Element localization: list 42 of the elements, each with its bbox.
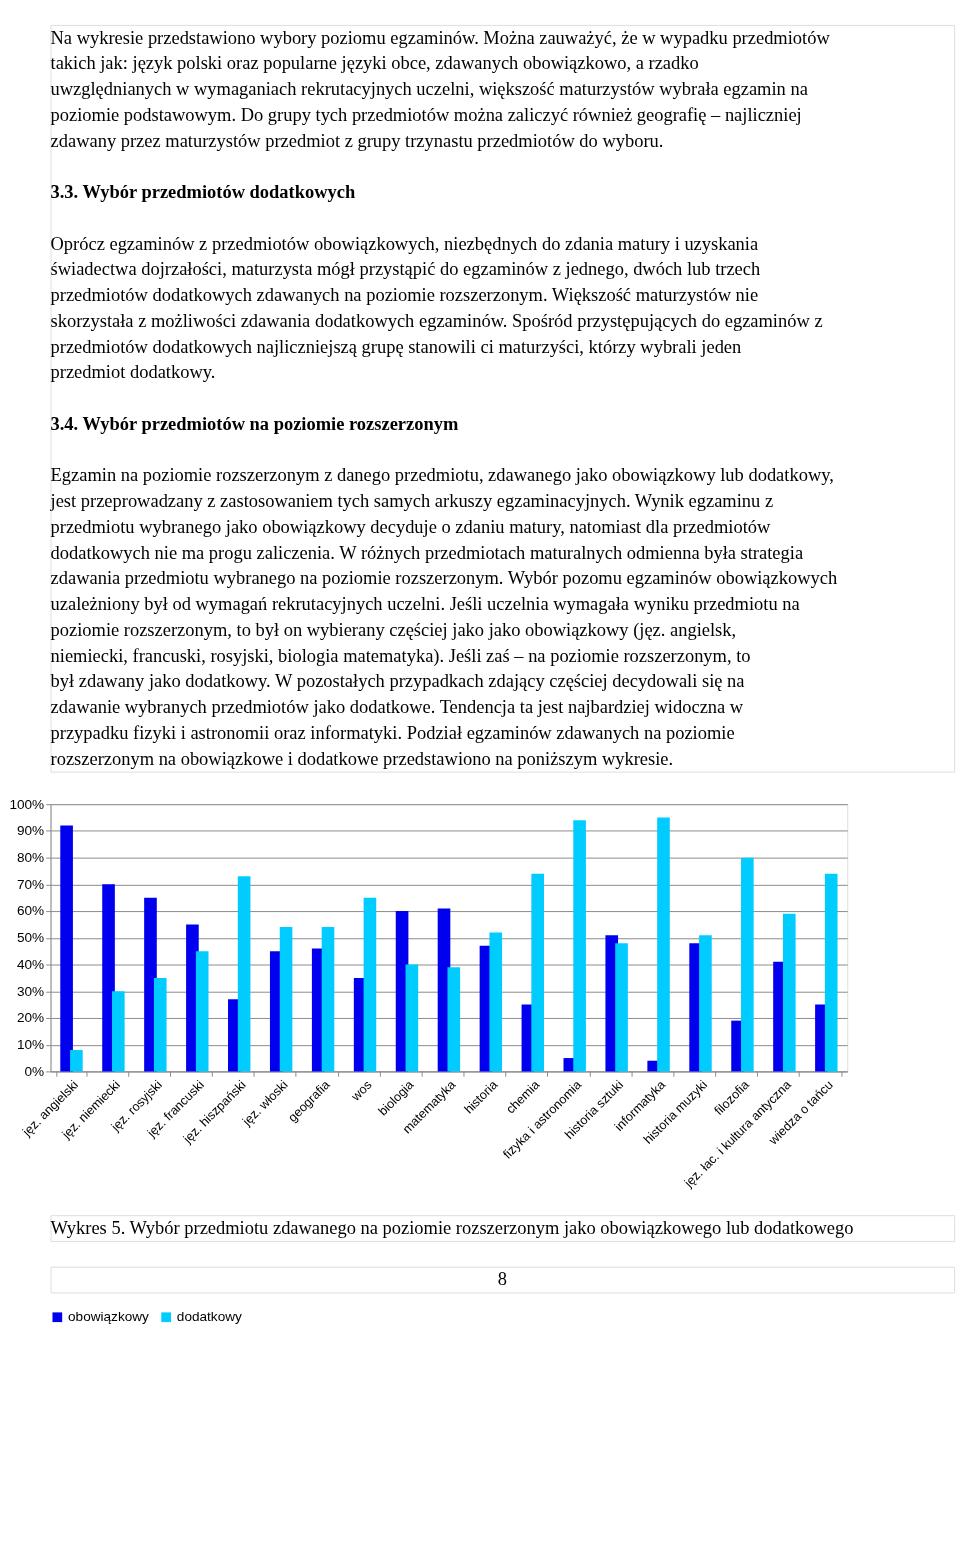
y-tick-label: 90% <box>16 823 45 839</box>
bar <box>102 884 115 1072</box>
bar <box>112 991 125 1072</box>
bar <box>321 927 335 1072</box>
bar <box>741 857 754 1072</box>
y-tick-label: 40% <box>16 956 45 972</box>
bar <box>531 873 544 1072</box>
y-tick-label: 70% <box>16 876 45 892</box>
text: Na wykresie przedstawiono wybory poziomu egzaminów. Można zauważyć, że w wypadku przedmiotów takich jak: język polski oraz popularne języki obce, zdawanych obowiązkowo, a rzadko uwzględnianych w wymaganiach rekrutacyjnych uczelni, większość maturzystów wybrała egzamin na poziomie podstawowym. Do grupy tych przedmiotów można zaliczyć również geografię – najliczniej zdawany przez maturzystów przedmiot z grupy trzynastu przedmiotów do wyboru. <box>50 27 831 151</box>
bar <box>279 927 293 1072</box>
bar <box>60 825 73 1072</box>
bar <box>615 943 628 1072</box>
bar <box>657 817 670 1072</box>
bar <box>782 913 796 1072</box>
y-tick-label: 10% <box>16 1037 45 1053</box>
bar <box>195 951 209 1072</box>
text: 8 <box>497 1269 507 1290</box>
legend-label: dodatkowy <box>176 1309 243 1325</box>
text: 3.4. Wybór przedmiotów na poziomie rozszerzonym <box>50 413 459 434</box>
bar <box>405 964 419 1072</box>
bar <box>237 876 251 1072</box>
bar <box>489 932 503 1072</box>
legend-label: obowiązkowy <box>68 1309 150 1325</box>
y-tick-label: 20% <box>16 1010 45 1026</box>
y-tick-label: 80% <box>16 850 45 866</box>
text: Egzamin na poziomie rozszerzonym z danego przedmiotu, zdawanego jako obowiązkowy lub dodatkowy, jest przeprowadzany z zastosowaniem tych samych arkuszy egzaminacyjnych. Wynik egzaminu z przedmiotu wybranego jako obowiązkowy decyduje o zdaniu matury, natomiast dla przedmiotów dodatkowych nie ma progu zaliczenia. W różnych przedmiotach maturalnych odmienna była strategia zdawania przedmiotu wybranego na poziomie rozszerzonym. Wybór pozomu egzaminów obowiązkowych uzależniony był od wymagań rekrutacyjnych uczelni. Jeśli uczelnia wymagała wyniku przedmiotu na poziomie rozszerzonym, to był on wybierany częściej jako jako obowiązkowy (jęz. angielsk, niemiecki, francuski, rosyjski, biologia matematyka). Jeśli zaś – na poziomie rozszerzonym, to był zdawany jako dodatkowy. W pozostałych przypadkach zdający częściej decydowali się na zdawanie wybranych przedmiotów jako dodatkowe. Tendencja ta jest najbardziej widoczna w przypadku fizyki i astronomii oraz informatyki. Podział egzaminów zdawanych na poziomie rozszerzonym na obowiązkowe i dodatkowe przedstawiono na poniższym wykresie. <box>50 465 838 769</box>
bar <box>70 1050 83 1072</box>
y-tick-label: 60% <box>16 903 45 919</box>
y-tick-label: 100% <box>9 796 45 812</box>
bar <box>824 873 838 1072</box>
y-tick-label: 30% <box>16 983 45 999</box>
text: Wykres 5. Wybór przedmiotu zdawanego na poziomie rozszerzonym jako obowiązkowego lub dodatkowego <box>50 1217 854 1238</box>
bar <box>363 897 377 1072</box>
bar <box>699 935 712 1072</box>
bar <box>573 820 586 1072</box>
y-tick-label: 50% <box>16 930 45 946</box>
text: Oprócz egzaminów z przedmiotów obowiązkowych, niezbędnych do zdania matury i uzyskania świadectwa dojrzałości, maturzysta mógł przystąpić do egzaminów z jednego, dwóch lub trzech przedmiotów dodatkowych zdawanych na poziomie rozszerzonym. Większość maturzystów nie skorzystała z możliwości zdawania dodatkowych egzaminów. Spośród przystępujących do egzaminów z przedmiotów dodatkowych najliczniejszą grupę stanowili ci maturzyści, którzy wybrali jeden przedmiot dodatkowy. <box>50 233 823 383</box>
bar <box>447 967 461 1072</box>
y-tick-label: 0% <box>24 1063 45 1079</box>
bar <box>153 977 167 1072</box>
x-tick-label: wos <box>348 1077 375 1105</box>
text: 3.3. Wybór przedmiotów dodatkowych <box>50 182 356 203</box>
